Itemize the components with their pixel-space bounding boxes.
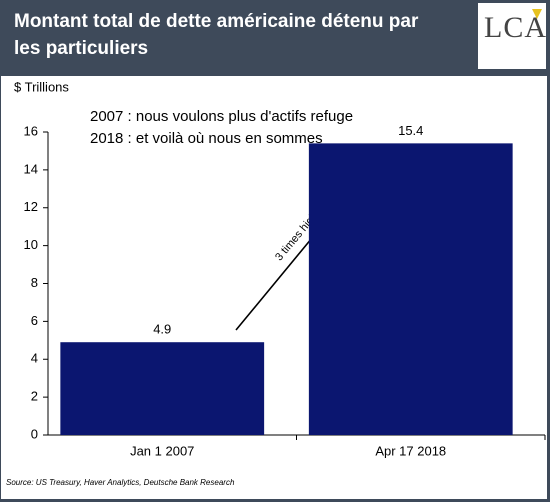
y-tick-label: 16 xyxy=(24,123,38,138)
source: Source: US Treasury, Haver Analytics, De… xyxy=(6,478,235,487)
y-tick-label: 8 xyxy=(31,275,38,290)
bar xyxy=(60,342,265,435)
header: Montant total de dette américaine détenu… xyxy=(0,0,550,75)
x-tick-label: Jan 1 2007 xyxy=(130,443,194,458)
annotation: 2018 : et voilà où nous en sommes xyxy=(90,130,323,147)
y-tick-label: 12 xyxy=(24,199,38,214)
y-axis-label: $ Trillions xyxy=(14,79,69,94)
chart-title: Montant total de dette américaine détenu… xyxy=(14,11,419,59)
y-tick-label: 2 xyxy=(31,389,38,404)
y-tick-label: 6 xyxy=(31,313,38,328)
value-label: 4.9 xyxy=(153,322,171,337)
y-tick-label: 4 xyxy=(31,351,38,366)
y-tick-label: 14 xyxy=(24,161,38,176)
x-tick-label: Apr 17 2018 xyxy=(375,443,446,458)
bar xyxy=(308,143,513,436)
logo-accent xyxy=(532,9,542,19)
logo: LCA xyxy=(478,3,546,69)
y-tick-label: 10 xyxy=(24,237,38,252)
value-label: 15.4 xyxy=(398,123,423,138)
chart: $ Trillions 2007 : nous voulons plus d'a… xyxy=(0,75,549,501)
y-tick-label: 0 xyxy=(31,426,38,441)
annotation: 2007 : nous voulons plus d'actifs refuge xyxy=(90,108,353,125)
